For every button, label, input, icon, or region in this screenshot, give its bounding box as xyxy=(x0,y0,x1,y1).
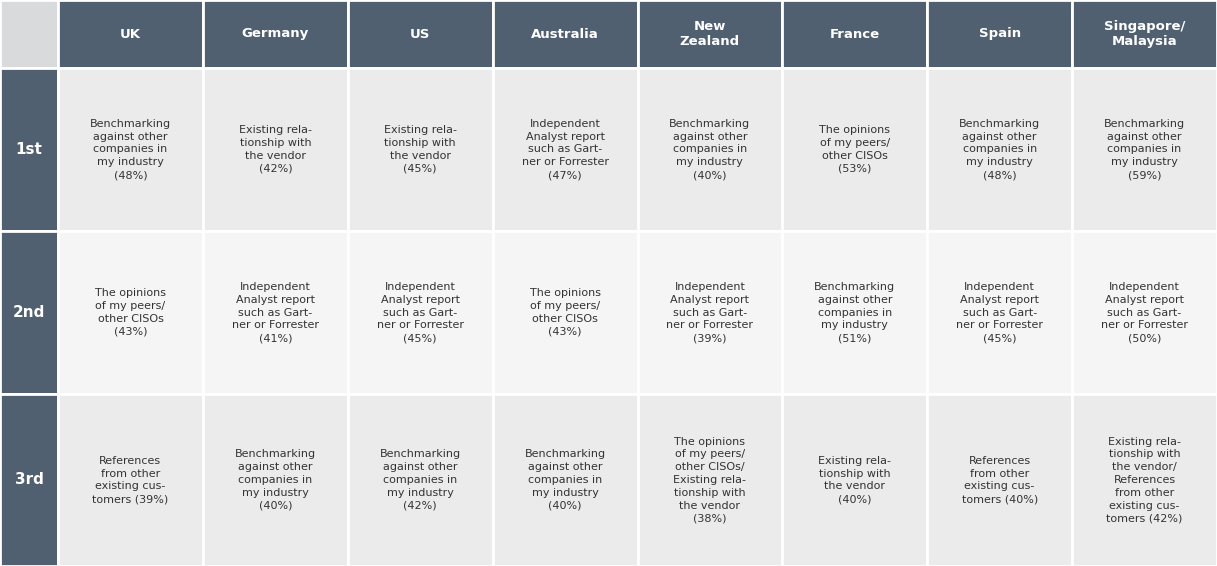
Bar xyxy=(348,0,493,68)
Bar xyxy=(493,394,638,566)
Text: Benchmarking
against other
companies in
my industry
(48%): Benchmarking against other companies in … xyxy=(90,119,172,180)
Bar xyxy=(783,68,927,231)
Text: Spain: Spain xyxy=(978,28,1021,41)
Bar xyxy=(203,0,348,68)
Bar xyxy=(0,231,58,394)
Text: References
from other
existing cus-
tomers (40%): References from other existing cus- tome… xyxy=(961,456,1038,504)
Text: Existing rela-
tionship with
the vendor/
References
from other
existing cus-
tom: Existing rela- tionship with the vendor/… xyxy=(1106,436,1183,524)
Bar xyxy=(0,68,58,231)
Text: Independent
Analyst report
such as Gart-
ner or Forrester
(41%): Independent Analyst report such as Gart-… xyxy=(231,282,319,343)
Text: References
from other
existing cus-
tomers (39%): References from other existing cus- tome… xyxy=(92,456,169,504)
Text: Benchmarking
against other
companies in
my industry
(40%): Benchmarking against other companies in … xyxy=(669,119,751,180)
Bar xyxy=(638,394,783,566)
Bar xyxy=(927,0,1072,68)
Text: The opinions
of my peers/
other CISOs
(43%): The opinions of my peers/ other CISOs (4… xyxy=(95,288,166,337)
Bar xyxy=(348,394,493,566)
Text: Independent
Analyst report
such as Gart-
ner or Forrester
(50%): Independent Analyst report such as Gart-… xyxy=(1101,282,1188,343)
Text: The opinions
of my peers/
other CISOs
(43%): The opinions of my peers/ other CISOs (4… xyxy=(529,288,600,337)
Bar xyxy=(203,394,348,566)
Text: Australia: Australia xyxy=(531,28,599,41)
Bar xyxy=(348,231,493,394)
Bar xyxy=(493,231,638,394)
Bar xyxy=(203,68,348,231)
Bar xyxy=(203,231,348,394)
Bar xyxy=(1072,394,1217,566)
Text: Benchmarking
against other
companies in
my industry
(59%): Benchmarking against other companies in … xyxy=(1104,119,1185,180)
Bar xyxy=(783,394,927,566)
Text: Independent
Analyst report
such as Gart-
ner or Forrester
(39%): Independent Analyst report such as Gart-… xyxy=(667,282,753,343)
Text: Benchmarking
against other
companies in
my industry
(40%): Benchmarking against other companies in … xyxy=(235,449,316,511)
Text: Independent
Analyst report
such as Gart-
ner or Forrester
(47%): Independent Analyst report such as Gart-… xyxy=(522,119,608,180)
Bar xyxy=(1072,231,1217,394)
Bar xyxy=(1072,0,1217,68)
Bar xyxy=(493,0,638,68)
Text: Existing rela-
tionship with
the vendor
(40%): Existing rela- tionship with the vendor … xyxy=(818,456,891,504)
Text: 1st: 1st xyxy=(16,142,43,157)
Bar xyxy=(58,394,203,566)
Text: Existing rela-
tionship with
the vendor
(42%): Existing rela- tionship with the vendor … xyxy=(239,125,312,174)
Bar xyxy=(783,231,927,394)
Text: The opinions
of my peers/
other CISOs/
Existing rela-
tionship with
the vendor
(: The opinions of my peers/ other CISOs/ E… xyxy=(673,436,746,524)
Bar xyxy=(58,68,203,231)
Bar xyxy=(638,0,783,68)
Bar xyxy=(638,68,783,231)
Bar xyxy=(638,231,783,394)
Bar xyxy=(927,231,1072,394)
Bar xyxy=(1072,68,1217,231)
Text: Independent
Analyst report
such as Gart-
ner or Forrester
(45%): Independent Analyst report such as Gart-… xyxy=(377,282,464,343)
Text: Benchmarking
against other
companies in
my industry
(51%): Benchmarking against other companies in … xyxy=(814,282,896,343)
Text: Germany: Germany xyxy=(242,28,309,41)
Bar xyxy=(927,68,1072,231)
Text: Existing rela-
tionship with
the vendor
(45%): Existing rela- tionship with the vendor … xyxy=(383,125,456,174)
Bar xyxy=(783,0,927,68)
Bar xyxy=(0,0,58,68)
Text: Singapore/
Malaysia: Singapore/ Malaysia xyxy=(1104,20,1185,48)
Text: The opinions
of my peers/
other CISOs
(53%): The opinions of my peers/ other CISOs (5… xyxy=(819,125,891,174)
Text: New
Zealand: New Zealand xyxy=(680,20,740,48)
Text: 3rd: 3rd xyxy=(15,473,44,487)
Bar xyxy=(348,68,493,231)
Text: US: US xyxy=(410,28,431,41)
Bar xyxy=(0,394,58,566)
Text: Benchmarking
against other
companies in
my industry
(48%): Benchmarking against other companies in … xyxy=(959,119,1041,180)
Text: Benchmarking
against other
companies in
my industry
(42%): Benchmarking against other companies in … xyxy=(380,449,461,511)
Text: Benchmarking
against other
companies in
my industry
(40%): Benchmarking against other companies in … xyxy=(525,449,606,511)
Text: UK: UK xyxy=(120,28,141,41)
Text: 2nd: 2nd xyxy=(13,305,45,320)
Bar xyxy=(493,68,638,231)
Bar xyxy=(58,0,203,68)
Bar xyxy=(58,231,203,394)
Text: Independent
Analyst report
such as Gart-
ner or Forrester
(45%): Independent Analyst report such as Gart-… xyxy=(957,282,1043,343)
Text: France: France xyxy=(830,28,880,41)
Bar xyxy=(927,394,1072,566)
